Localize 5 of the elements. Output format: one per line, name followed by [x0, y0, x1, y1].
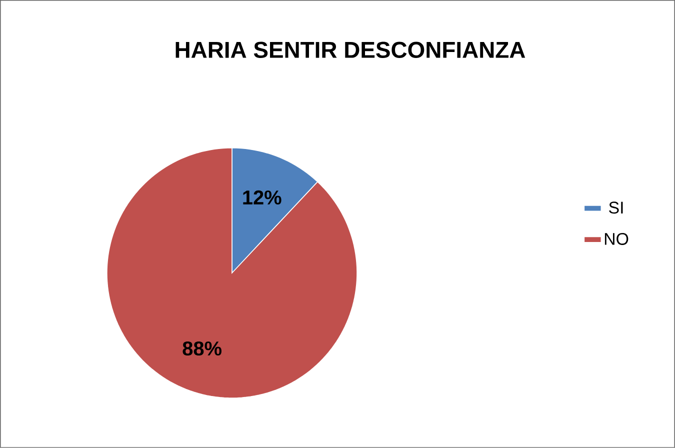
legend-label: SI	[609, 202, 623, 214]
legend-label: NO	[604, 232, 628, 245]
chart-title: HARIA SENTIR DESCONFIANZA	[176, 42, 526, 58]
data-label: 12%	[243, 190, 282, 205]
data-label: 88%	[182, 341, 222, 356]
